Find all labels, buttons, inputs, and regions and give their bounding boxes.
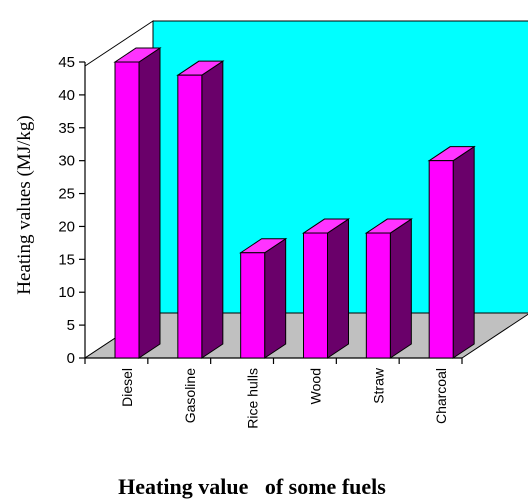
- x-category-label: Wood: [308, 368, 324, 404]
- bar-front: [303, 232, 328, 359]
- bar-side: [201, 60, 224, 359]
- y-tick-label: 10: [58, 284, 75, 301]
- y-axis-label: Heating values (MJ/kg): [14, 115, 35, 294]
- x-axis-categories: Diesel Gasoline Rice hulls Wood Straw Charcoa…: [84, 358, 463, 429]
- bar-front: [114, 61, 140, 359]
- y-tick-label: 35: [58, 120, 75, 137]
- y-tick-label: 40: [58, 87, 75, 104]
- y-tick-label: 0: [67, 350, 75, 367]
- chart-title: Heating value of some fuels: [118, 474, 386, 499]
- bar: [176, 60, 225, 359]
- bar-side: [138, 47, 161, 359]
- x-category-label: Diesel: [119, 368, 135, 407]
- bar-side: [389, 218, 412, 359]
- x-category-label: Charcoal: [433, 368, 449, 424]
- y-tick-label: 20: [58, 218, 75, 235]
- bar-series: [113, 47, 476, 359]
- x-category-label: Rice hulls: [245, 368, 261, 429]
- bar: [427, 145, 476, 359]
- bar-front: [428, 160, 454, 359]
- bar-side: [327, 218, 349, 359]
- y-tick-label: 45: [58, 54, 75, 71]
- bar-side: [452, 145, 475, 359]
- x-category-label: Straw: [370, 367, 386, 404]
- bar: [301, 218, 351, 359]
- y-tick-label: 5: [67, 317, 75, 334]
- x-category-label: Gasoline: [182, 368, 198, 423]
- bar: [364, 218, 413, 359]
- y-tick-label: 25: [58, 186, 75, 203]
- bar-side: [264, 237, 287, 359]
- bar: [113, 47, 162, 359]
- y-tick-label: 15: [58, 251, 75, 268]
- y-tick-label: 30: [58, 153, 75, 170]
- y-axis-ticks: 0 5 10 15 20 25 30 35 40 45: [58, 54, 85, 367]
- bar-front: [365, 232, 391, 359]
- bar: [239, 237, 288, 359]
- bar-front: [177, 74, 203, 359]
- bar-front: [240, 252, 266, 359]
